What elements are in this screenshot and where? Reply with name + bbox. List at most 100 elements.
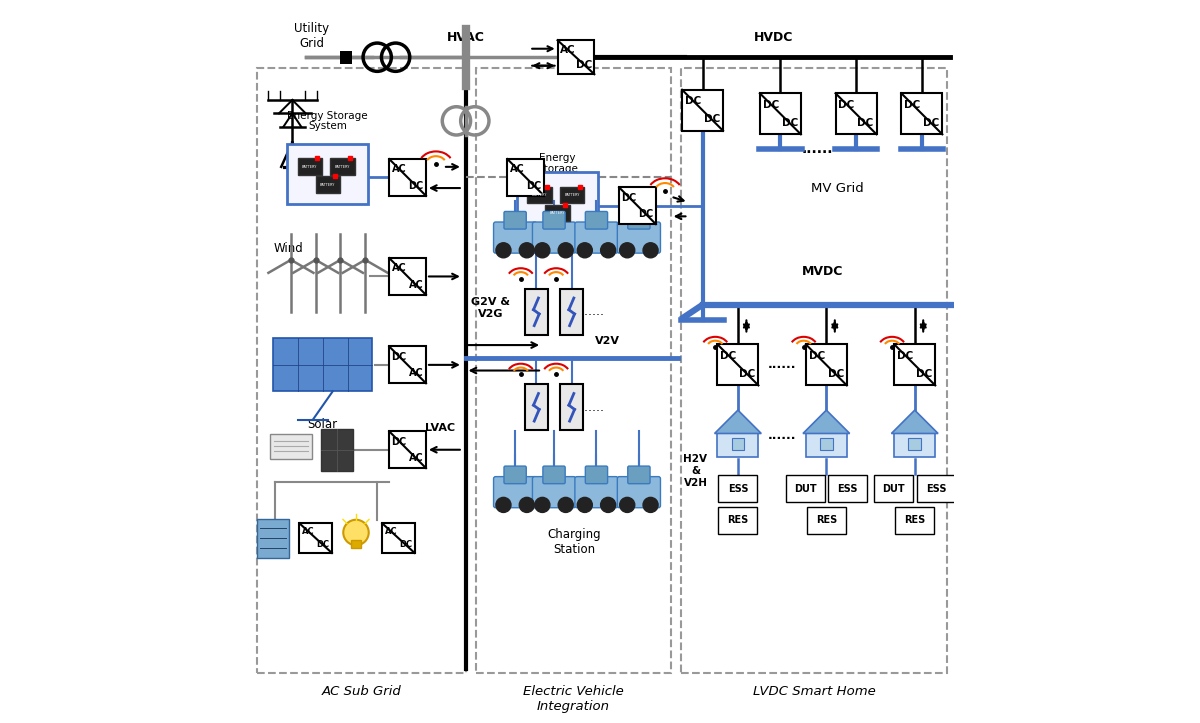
FancyBboxPatch shape bbox=[493, 476, 536, 508]
Text: AC: AC bbox=[510, 164, 524, 174]
Bar bbox=[835, 93, 876, 134]
Bar bbox=[528, 187, 552, 203]
Circle shape bbox=[496, 243, 511, 258]
Text: Energy: Energy bbox=[539, 153, 576, 163]
Text: DC: DC bbox=[898, 351, 913, 361]
Text: LVAC: LVAC bbox=[425, 424, 455, 434]
Bar bbox=[828, 475, 866, 502]
Text: HVAC: HVAC bbox=[446, 32, 485, 45]
Text: DC: DC bbox=[638, 209, 654, 219]
Bar bbox=[682, 68, 947, 672]
Circle shape bbox=[558, 497, 574, 513]
Bar bbox=[560, 385, 583, 430]
Bar bbox=[682, 90, 724, 131]
Bar bbox=[320, 429, 353, 471]
Circle shape bbox=[520, 243, 534, 258]
FancyBboxPatch shape bbox=[628, 466, 650, 484]
Polygon shape bbox=[803, 410, 850, 434]
Text: DC: DC bbox=[739, 369, 756, 379]
Bar bbox=[389, 432, 426, 468]
Text: ......: ...... bbox=[768, 429, 796, 442]
Bar bbox=[508, 159, 544, 196]
Text: DC: DC bbox=[809, 351, 826, 361]
FancyBboxPatch shape bbox=[575, 476, 618, 508]
Text: G2V &
V2G: G2V & V2G bbox=[470, 297, 510, 319]
Text: DC: DC bbox=[781, 118, 798, 128]
Text: DUT: DUT bbox=[793, 484, 816, 494]
Text: AC: AC bbox=[391, 164, 407, 174]
Text: V2V: V2V bbox=[594, 336, 619, 346]
Circle shape bbox=[343, 520, 368, 545]
Bar bbox=[786, 475, 824, 502]
Circle shape bbox=[535, 497, 550, 513]
Bar bbox=[382, 523, 415, 553]
Text: DC: DC bbox=[857, 118, 874, 128]
Text: ESS: ESS bbox=[727, 484, 748, 494]
Text: DC: DC bbox=[720, 351, 737, 361]
Text: DC: DC bbox=[576, 60, 593, 69]
Bar bbox=[560, 187, 584, 203]
Text: MV Grid: MV Grid bbox=[810, 181, 863, 194]
Bar bbox=[558, 40, 594, 74]
FancyBboxPatch shape bbox=[533, 476, 576, 508]
Polygon shape bbox=[892, 410, 938, 434]
FancyBboxPatch shape bbox=[504, 466, 527, 484]
Circle shape bbox=[496, 497, 511, 513]
Text: AC: AC bbox=[391, 263, 407, 273]
Text: ......: ...... bbox=[581, 305, 605, 318]
Text: DC: DC bbox=[408, 181, 424, 191]
Bar bbox=[526, 289, 547, 335]
Text: DC: DC bbox=[685, 96, 701, 106]
Text: AC: AC bbox=[385, 527, 397, 536]
FancyBboxPatch shape bbox=[575, 222, 618, 253]
Text: BATTERY: BATTERY bbox=[532, 193, 547, 197]
Bar bbox=[298, 158, 322, 175]
Bar bbox=[806, 434, 847, 457]
Bar bbox=[718, 344, 758, 385]
Bar bbox=[820, 438, 833, 450]
Bar bbox=[545, 205, 570, 221]
Bar bbox=[806, 344, 847, 385]
Polygon shape bbox=[714, 410, 761, 434]
Text: BATTERY: BATTERY bbox=[564, 193, 580, 197]
Bar bbox=[517, 172, 599, 232]
Bar bbox=[476, 68, 671, 672]
Bar bbox=[719, 475, 757, 502]
Bar bbox=[732, 438, 744, 450]
FancyBboxPatch shape bbox=[542, 211, 565, 229]
Text: Solar: Solar bbox=[307, 418, 338, 431]
Text: BATTERY: BATTERY bbox=[335, 165, 350, 168]
Text: ESS: ESS bbox=[838, 484, 858, 494]
FancyBboxPatch shape bbox=[274, 338, 372, 391]
Text: AC: AC bbox=[559, 45, 575, 55]
Text: RES: RES bbox=[816, 515, 836, 526]
Text: Electric Vehicle
Integration: Electric Vehicle Integration bbox=[523, 685, 624, 714]
Bar bbox=[389, 159, 426, 196]
Bar bbox=[330, 158, 354, 175]
Text: BATTERY: BATTERY bbox=[320, 183, 335, 187]
Bar bbox=[806, 507, 846, 534]
Text: System: System bbox=[538, 174, 577, 184]
Text: DC: DC bbox=[391, 437, 407, 447]
Text: AC: AC bbox=[409, 368, 424, 378]
Text: DC: DC bbox=[839, 100, 854, 110]
FancyBboxPatch shape bbox=[628, 211, 650, 229]
Circle shape bbox=[577, 497, 593, 513]
Text: AC Sub Grid: AC Sub Grid bbox=[322, 685, 401, 698]
Text: Charging
Station: Charging Station bbox=[547, 528, 601, 555]
FancyBboxPatch shape bbox=[586, 466, 607, 484]
Bar bbox=[257, 68, 466, 672]
Text: LVDC Smart Home: LVDC Smart Home bbox=[752, 685, 875, 698]
Text: ESS: ESS bbox=[925, 484, 947, 494]
Circle shape bbox=[643, 497, 658, 513]
FancyBboxPatch shape bbox=[493, 222, 536, 253]
FancyBboxPatch shape bbox=[504, 211, 527, 229]
Bar bbox=[352, 539, 361, 548]
Bar bbox=[389, 346, 426, 383]
Bar bbox=[719, 507, 757, 534]
Bar bbox=[619, 187, 656, 224]
Circle shape bbox=[577, 243, 593, 258]
Circle shape bbox=[619, 497, 635, 513]
Text: DC: DC bbox=[923, 118, 940, 128]
Bar bbox=[901, 93, 942, 134]
